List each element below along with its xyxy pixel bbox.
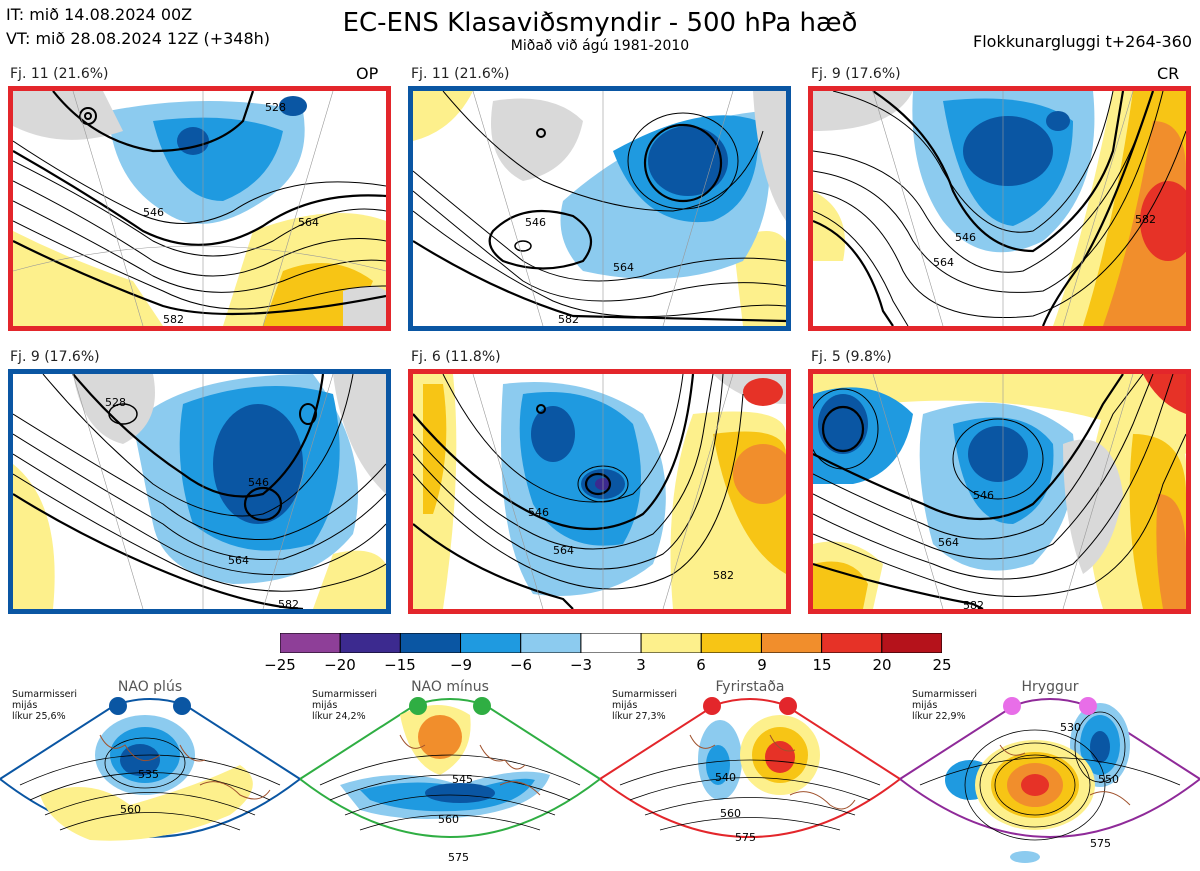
- colorbar-tick: −15: [384, 656, 416, 674]
- contour-label: 535: [138, 768, 159, 781]
- regime-ridge: 530 550 575 Hryggur Sumarmisseri mijás lík…: [900, 675, 1200, 871]
- contour-label: 575: [1090, 837, 1111, 850]
- contour-label: 560: [120, 803, 141, 816]
- contour-label: 575: [735, 831, 756, 844]
- contour-label: 546: [528, 506, 549, 519]
- colorbar-segment: [760, 633, 823, 653]
- contour-label: 582: [163, 313, 184, 326]
- colorbar-tick: −9: [449, 656, 473, 674]
- colorbar-segment: [821, 633, 883, 653]
- colorbar-tick: 9: [757, 656, 767, 674]
- cluster-map-2: 546 564 582: [408, 86, 791, 331]
- valid-time: VT: mið 28.08.2024 12Z (+348h): [6, 29, 271, 48]
- page-subtitle: Miðað við ágú 1981-2010: [510, 38, 690, 54]
- contour-label: 575: [448, 851, 469, 864]
- contour-label: 582: [713, 569, 734, 582]
- contour-label: 546: [143, 206, 164, 219]
- colorbar-tick: 20: [872, 656, 892, 674]
- regime-name: Fyrirstaða: [715, 679, 785, 695]
- regime-name: NAO mínus: [411, 679, 489, 695]
- contour-label: 546: [525, 216, 546, 229]
- contour-label: 546: [955, 231, 976, 244]
- cluster-map-4: 528 546 564 582: [8, 369, 391, 614]
- colorbar-tick: 3: [636, 656, 646, 674]
- contour-label: 582: [558, 313, 579, 326]
- regime-blocking: 540 560 575 Fyrirstaða Sumarmisseri mijás…: [600, 675, 900, 871]
- contour-label: 540: [715, 771, 736, 784]
- regime-name: Hryggur: [1021, 679, 1079, 695]
- contour-label: 564: [938, 536, 959, 549]
- contour-label: 582: [278, 598, 299, 609]
- regime-info: Sumarmisseri mijás líkur 27,3%: [612, 689, 678, 722]
- colorbar-segment: [280, 633, 341, 653]
- contour-label: 546: [973, 489, 994, 502]
- contour-label: 545: [452, 773, 473, 786]
- colorbar-tick: 6: [696, 656, 706, 674]
- contour-label: 564: [228, 554, 249, 567]
- regime-info: Sumarmisseri mijás líkur 25,6%: [12, 689, 78, 722]
- panel-5-label: Fj. 6 (11.8%): [411, 349, 501, 365]
- panel-4-label: Fj. 9 (17.6%): [10, 349, 100, 365]
- panel-3-label: Fj. 9 (17.6%): [811, 66, 901, 82]
- contour-label: 564: [298, 216, 319, 229]
- colorbar-tick: −6: [509, 656, 533, 674]
- cluster-map-1: 528 546 564 582: [8, 86, 391, 331]
- colorbar-segment: [700, 633, 762, 653]
- colorbar-tick: −25: [264, 656, 296, 674]
- contour-label: 564: [613, 261, 634, 274]
- colorbar-segment: [520, 633, 582, 653]
- contour-label: 564: [553, 544, 574, 557]
- classification-window: Flokkunargluggi t+264-360: [973, 32, 1192, 51]
- panel-1-label: Fj. 11 (21.6%): [10, 66, 109, 82]
- contour-label: 560: [438, 813, 459, 826]
- contour-label: 550: [1098, 773, 1119, 786]
- colorbar-segment: [399, 633, 462, 653]
- cluster-map-3: 546 564 582: [808, 86, 1191, 331]
- page-title: EC-ENS Klasaviðsmyndir - 500 hPa hæð: [342, 8, 858, 38]
- contour-label: 530: [1060, 721, 1081, 734]
- regime-name: NAO plús: [117, 679, 183, 695]
- colorbar-segment: [640, 633, 702, 653]
- regime-nao-minus: 545 560 575 NAO mínus Sumarmisseri mijás l…: [300, 675, 600, 871]
- colorbar-segment: [339, 633, 401, 653]
- colorbar: [280, 633, 942, 653]
- contour-label: 560: [720, 807, 741, 820]
- colorbar-tick: 15: [812, 656, 832, 674]
- cluster-map-5: 546 564 582: [408, 369, 791, 614]
- panel-1-tag: OP: [356, 64, 379, 83]
- panel-2-label: Fj. 11 (21.6%): [411, 66, 510, 82]
- regime-info: Sumarmisseri mijás líkur 24,2%: [312, 689, 378, 722]
- contour-label: 564: [933, 256, 954, 269]
- colorbar-tick: −20: [324, 656, 356, 674]
- colorbar-tick: −3: [569, 656, 593, 674]
- regime-nao-plus: 535 560 NAO plús Sumarmisseri mijás líkur …: [0, 675, 300, 871]
- contour-label: 582: [1135, 213, 1156, 226]
- colorbar-segment: [460, 633, 522, 653]
- colorbar-segment: [580, 633, 642, 653]
- regime-info: Sumarmisseri mijás líkur 22,9%: [912, 689, 978, 722]
- contour-label: 528: [105, 396, 126, 409]
- initial-time: IT: mið 14.08.2024 00Z: [6, 5, 193, 24]
- contour-label: 546: [248, 476, 269, 489]
- colorbar-segment: [881, 633, 942, 653]
- panel-6-label: Fj. 5 (9.8%): [811, 349, 892, 365]
- contour-label: 528: [265, 101, 286, 114]
- cluster-map-6: 546 564 582: [808, 369, 1191, 614]
- contour-label: 582: [963, 599, 984, 609]
- panel-3-tag: CR: [1157, 64, 1180, 83]
- colorbar-tick: 25: [932, 656, 952, 674]
